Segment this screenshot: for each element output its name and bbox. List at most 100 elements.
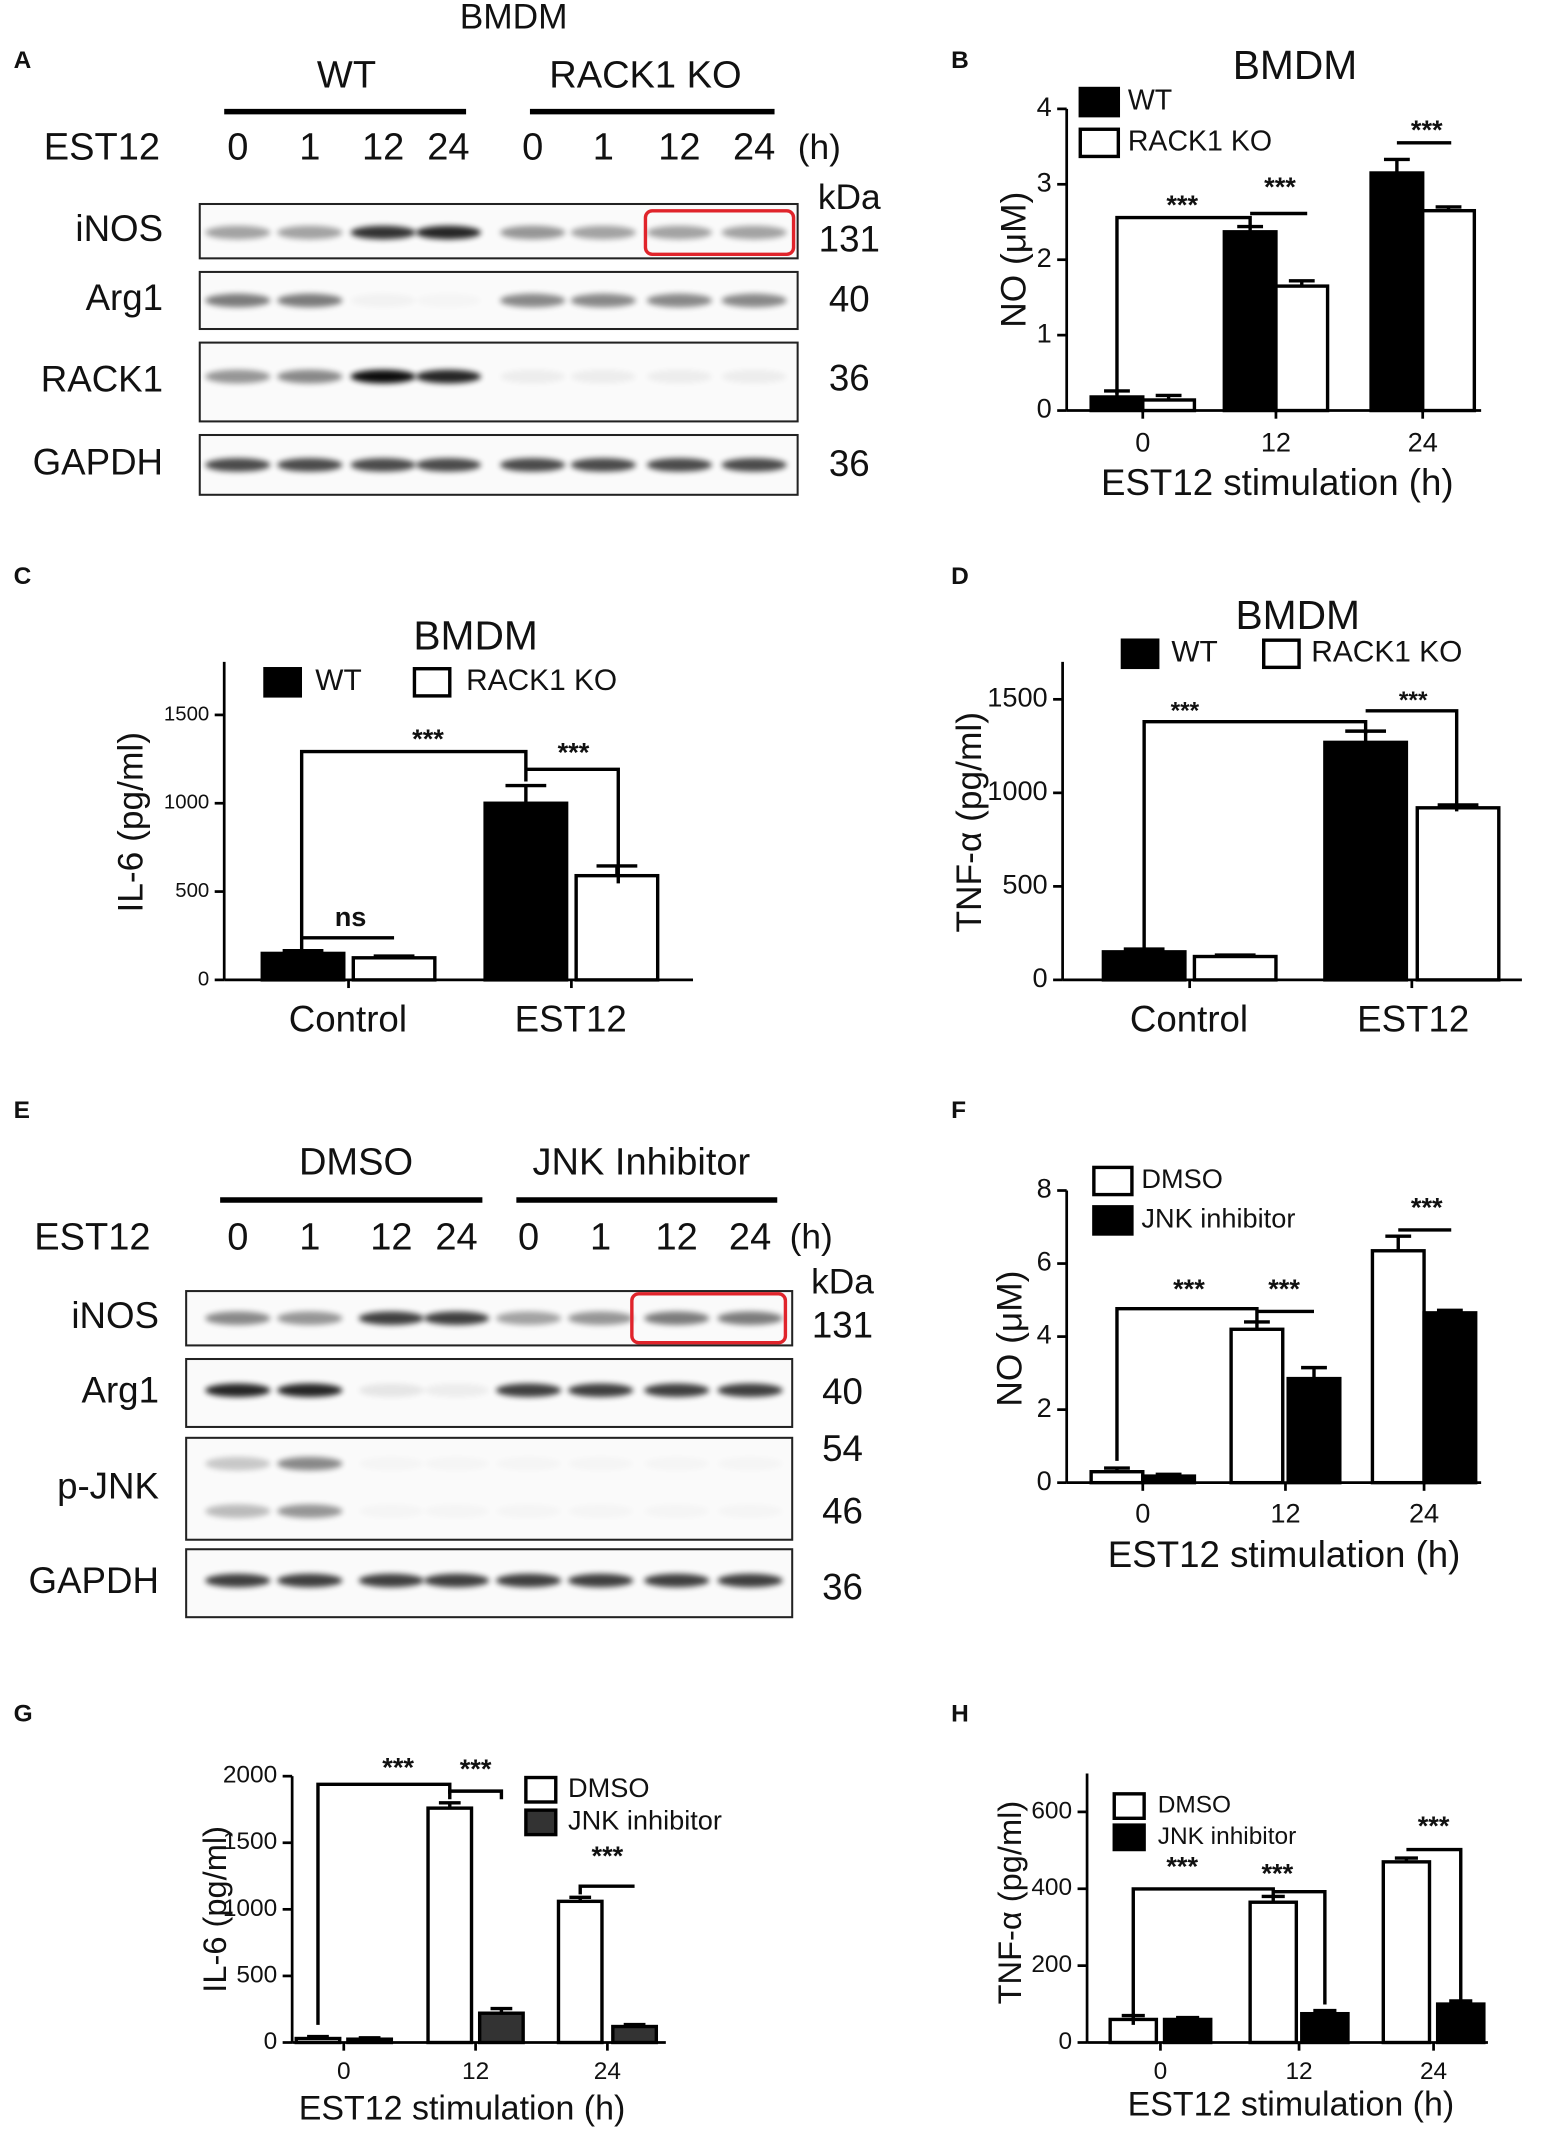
x-tick-label: 0	[1154, 2058, 1168, 2085]
legend-swatch	[524, 1808, 558, 1837]
y-axis-label: IL-6 (pg/ml)	[111, 732, 150, 913]
mw-label: 36	[829, 357, 870, 398]
band	[205, 458, 271, 472]
group-label: DMSO	[299, 1142, 413, 1184]
mw-label: 131	[812, 1304, 873, 1345]
x-axis-label: EST12 stimulation (h)	[299, 2089, 626, 2127]
bar	[1422, 1311, 1478, 1485]
band	[721, 369, 787, 384]
error-bar	[373, 954, 415, 958]
band	[358, 1383, 424, 1398]
lane-label: 12	[656, 1216, 698, 1258]
band	[277, 369, 343, 384]
significance-label: ***	[1173, 1273, 1205, 1304]
error-bar	[307, 2034, 329, 2039]
y-axis-label: TNF-α (pg/ml)	[950, 712, 989, 933]
mw-label: 40	[829, 279, 870, 320]
time-unit: (h)	[790, 1218, 833, 1257]
blot-title: BMDM	[460, 0, 568, 37]
band	[205, 293, 271, 308]
band	[567, 1311, 634, 1326]
panel-label: H	[951, 1700, 969, 1727]
chart-title: BMDM	[413, 613, 537, 659]
band	[205, 1383, 271, 1398]
error-bar	[1385, 1234, 1412, 1251]
lane-label: 24	[733, 127, 775, 169]
error-bar	[569, 1895, 592, 1902]
protein-label: p-JNK	[57, 1465, 159, 1506]
legend-label: JNK inhibitor	[568, 1805, 722, 1836]
y-tick-label: 2	[1037, 1392, 1052, 1423]
band	[717, 1457, 782, 1471]
highlight-box	[630, 1292, 788, 1345]
band	[205, 1456, 271, 1471]
lane-label: 12	[658, 127, 700, 169]
lane-label: 12	[362, 127, 404, 169]
band	[359, 1504, 424, 1518]
band	[568, 1457, 633, 1471]
band	[717, 1573, 783, 1588]
lane-label: 0	[518, 1216, 539, 1258]
x-axis-label: EST12 stimulation (h)	[1101, 462, 1454, 503]
significance-bracket	[1406, 1847, 1463, 2012]
band	[495, 1573, 562, 1588]
band	[500, 293, 566, 308]
legend-label: RACK1 KO	[1128, 125, 1272, 157]
x-tick-label: 12	[1261, 427, 1291, 458]
y-tick-label: 600	[1031, 1797, 1072, 1824]
mw-unit: kDa	[818, 178, 881, 217]
y-tick-label: 2000	[223, 1762, 277, 1789]
y-axis-label: IL-6 (pg/ml)	[196, 1826, 233, 1993]
legend-swatch	[1262, 638, 1301, 670]
band	[423, 1311, 490, 1326]
bar	[1369, 171, 1425, 413]
band	[358, 1311, 424, 1326]
protein-label: iNOS	[71, 1295, 159, 1336]
treatment-label: EST12	[44, 127, 160, 169]
y-tick-label: 3	[1037, 166, 1052, 197]
significance-bracket	[1365, 709, 1459, 812]
band	[351, 294, 416, 308]
mw-label: 36	[822, 1567, 863, 1608]
band	[567, 1573, 634, 1588]
significance-bracket	[1115, 215, 1252, 395]
legend-swatch	[1078, 86, 1121, 118]
band	[496, 1457, 561, 1471]
significance-label: ***	[1418, 1810, 1450, 1841]
protein-label: GAPDH	[29, 1560, 159, 1601]
legend-swatch	[412, 667, 452, 698]
significance-bracket	[1273, 1889, 1327, 2005]
lane-label: 0	[227, 1216, 248, 1258]
y-tick-label: 8	[1037, 1173, 1052, 1204]
significance-bracket	[299, 749, 528, 959]
lane-label: 1	[590, 1216, 611, 1258]
bar	[611, 2024, 659, 2045]
x-tick-label: EST12	[515, 999, 627, 1040]
y-tick-label: 1000	[987, 775, 1047, 806]
bar	[1248, 1900, 1299, 2045]
band	[359, 1457, 424, 1471]
x-tick-label: 12	[1270, 1497, 1300, 1528]
band	[205, 1311, 271, 1326]
bar	[1274, 284, 1330, 413]
significance-label: ***	[382, 1752, 414, 1783]
lane-label: 1	[299, 1216, 320, 1258]
legend-swatch	[1078, 127, 1121, 159]
band	[644, 1504, 709, 1518]
mw-label: 40	[822, 1371, 863, 1412]
bar	[1141, 398, 1197, 413]
band	[646, 458, 713, 472]
significance-label: ***	[412, 723, 444, 754]
panel-label: B	[951, 47, 969, 74]
y-axis-label: NO (μM)	[991, 1271, 1030, 1407]
group-label: RACK1 KO	[549, 55, 741, 97]
protein-label: Arg1	[86, 277, 163, 318]
band	[416, 294, 481, 308]
panel-label: C	[14, 563, 32, 590]
legend-label: RACK1 KO	[466, 664, 617, 697]
legend-label: DMSO	[1141, 1163, 1222, 1194]
band	[717, 1383, 783, 1398]
significance-bracket	[448, 1789, 504, 1800]
y-tick-label: 0	[1037, 1465, 1052, 1496]
legend-swatch	[1092, 1165, 1134, 1197]
